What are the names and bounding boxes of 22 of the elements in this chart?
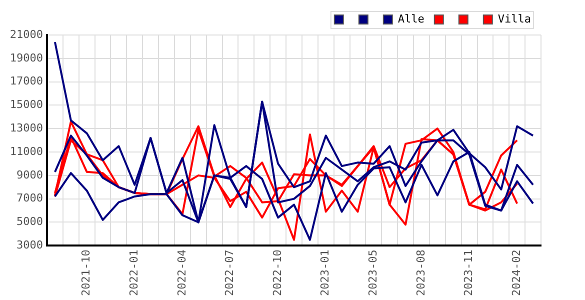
- x-tick-label: 2023-05: [366, 250, 380, 296]
- y-tick-label: 21000: [10, 28, 43, 41]
- y-tick-label: 3000: [16, 238, 43, 252]
- x-tick-label: 2022-10: [270, 250, 284, 296]
- y-tick-label: 19000: [10, 51, 43, 64]
- legend-label: Villa: [498, 12, 532, 26]
- y-tick-label: 5000: [16, 215, 43, 228]
- x-tick-label: 2022-07: [223, 250, 236, 296]
- x-tick-label: 2023-11: [462, 250, 476, 296]
- x-tick-label: 2022-04: [175, 249, 188, 296]
- x-tick-label: 2024-02: [510, 250, 523, 296]
- x-tick-label: 2023-08: [414, 250, 428, 296]
- y-tick-label: 17000: [10, 74, 43, 88]
- y-tick-label: 9000: [16, 168, 43, 182]
- x-tick-label: 2022-01: [128, 250, 141, 296]
- y-tick-label: 11000: [10, 144, 43, 158]
- y-tick-label: 7000: [16, 192, 43, 205]
- x-tick-label: 2021-10: [80, 250, 93, 296]
- legend-label: Alle: [398, 12, 424, 26]
- y-tick-label: 15000: [10, 98, 43, 112]
- x-tick-label: 2023-01: [318, 250, 332, 296]
- y-tick-label: 13000: [10, 121, 43, 134]
